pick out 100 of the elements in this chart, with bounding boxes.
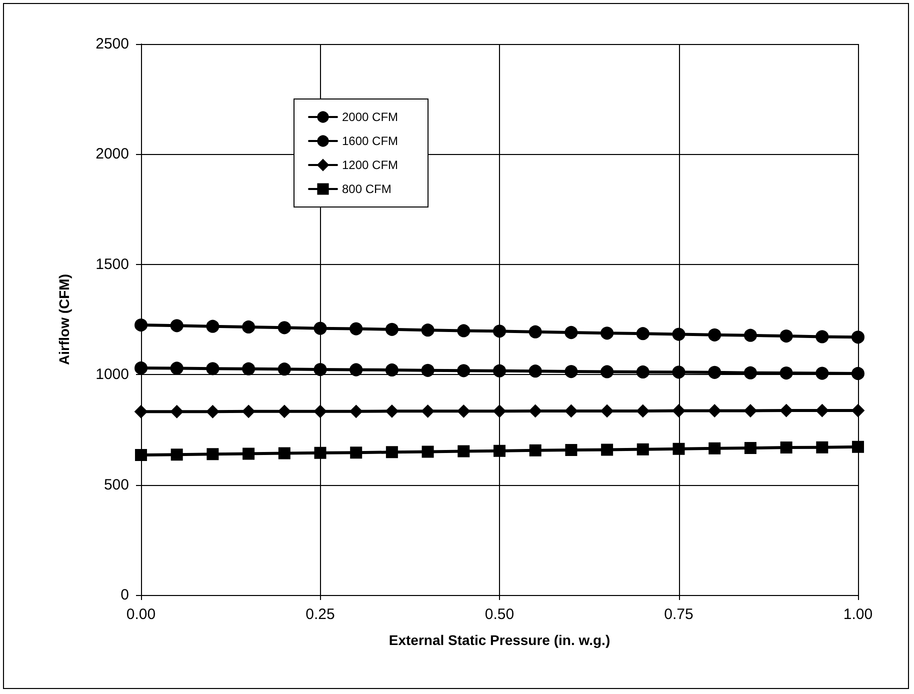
point — [242, 404, 256, 418]
point — [278, 447, 290, 460]
point — [314, 322, 327, 335]
legend-label: 800 CFM — [342, 182, 392, 196]
point — [350, 322, 363, 336]
point — [170, 319, 184, 332]
point — [242, 362, 256, 376]
point — [852, 404, 864, 418]
point — [386, 446, 398, 458]
point — [565, 444, 578, 456]
point — [600, 365, 614, 378]
point — [242, 320, 256, 334]
x-tick-label: 0.25 — [306, 606, 335, 623]
point — [780, 366, 793, 380]
point — [708, 328, 722, 342]
point — [493, 404, 506, 418]
point — [493, 324, 506, 338]
point — [636, 443, 649, 456]
point — [672, 404, 686, 418]
point — [278, 321, 291, 334]
point — [852, 367, 864, 380]
point — [528, 404, 542, 418]
point — [206, 320, 220, 333]
point — [206, 362, 220, 376]
point — [564, 326, 578, 339]
x-axis-title: External Static Pressure (in. w.g.) — [388, 632, 610, 648]
y-tick-label: 2500 — [96, 36, 129, 52]
point — [672, 442, 685, 455]
point — [816, 404, 829, 418]
point — [422, 446, 434, 458]
point — [852, 440, 864, 453]
point — [314, 446, 326, 459]
point — [170, 448, 183, 461]
y-tick-label: 1500 — [96, 256, 129, 273]
point — [457, 364, 470, 378]
legend-label: 1200 CFM — [342, 158, 398, 172]
point — [493, 364, 506, 378]
y-tick-label: 2000 — [96, 146, 129, 163]
point — [708, 366, 722, 379]
point — [744, 366, 757, 380]
point — [134, 405, 148, 418]
point — [385, 322, 398, 336]
y-axis-title: Airflow (CFM) — [56, 274, 72, 365]
point — [385, 363, 398, 376]
point — [135, 449, 147, 462]
x-tick-label: 0.50 — [484, 606, 514, 623]
point — [564, 404, 578, 418]
point — [708, 442, 721, 454]
point — [672, 366, 686, 379]
point — [636, 404, 650, 418]
point — [458, 445, 470, 458]
point — [421, 324, 434, 337]
point — [744, 328, 757, 342]
point — [672, 328, 686, 341]
point — [564, 365, 578, 378]
point — [708, 404, 722, 418]
point — [314, 363, 327, 376]
point — [278, 362, 291, 376]
point — [134, 318, 148, 332]
point — [350, 363, 363, 376]
point — [421, 364, 434, 377]
point — [600, 404, 614, 418]
x-tick-label: 0.00 — [126, 606, 156, 623]
legend-label: 1600 CFM — [342, 134, 398, 148]
point — [529, 444, 542, 456]
point — [385, 404, 398, 418]
point — [457, 404, 470, 418]
point — [528, 364, 542, 378]
point — [494, 444, 506, 457]
point — [350, 404, 363, 418]
point — [816, 441, 828, 454]
point — [350, 446, 362, 459]
point — [780, 330, 793, 343]
y-tick-label: 500 — [104, 476, 129, 494]
point — [816, 366, 829, 380]
point — [780, 442, 792, 454]
point — [816, 330, 829, 344]
point — [601, 444, 614, 456]
x-tick-label: 1.00 — [843, 606, 873, 623]
point — [636, 327, 650, 340]
point — [636, 365, 650, 378]
point — [780, 404, 793, 418]
y-tick-label: 1000 — [96, 366, 129, 384]
point — [170, 362, 184, 375]
point — [744, 442, 756, 454]
legend-label: 2000 CFM — [342, 110, 398, 124]
x-tick-label: 0.75 — [664, 606, 694, 623]
point — [744, 404, 757, 418]
point — [134, 361, 148, 374]
point — [206, 405, 220, 418]
y-tick-label: 0 — [120, 586, 129, 604]
point — [421, 404, 434, 418]
point — [528, 325, 542, 338]
point — [600, 326, 614, 340]
point — [242, 448, 255, 460]
point — [170, 405, 184, 418]
point — [852, 330, 864, 344]
point — [314, 404, 327, 418]
point — [206, 448, 219, 460]
point — [278, 404, 291, 418]
